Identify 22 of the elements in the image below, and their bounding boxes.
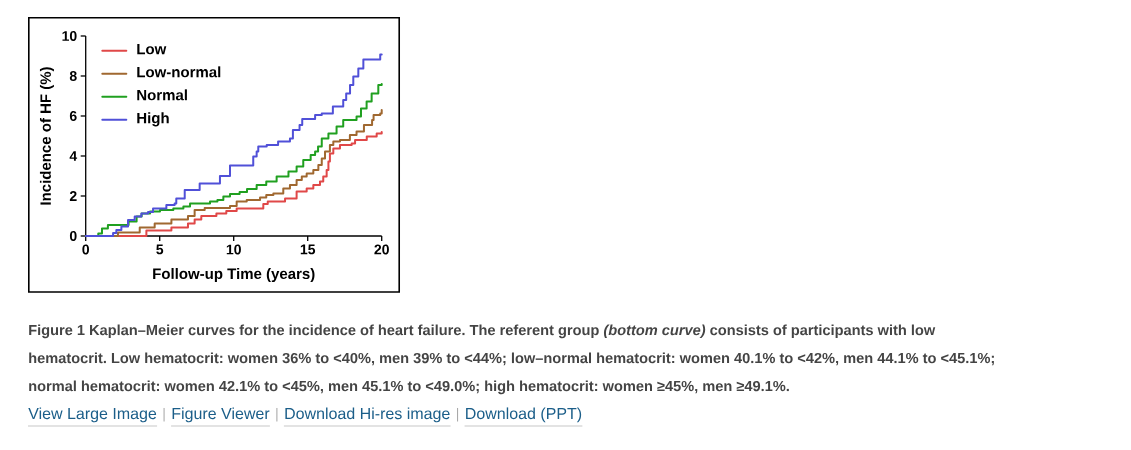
x-tick-label: 15 xyxy=(300,244,316,255)
y-axis-title: Incidence of HF (%) xyxy=(39,67,54,205)
legend-label: Normal xyxy=(137,89,187,101)
text: Figure Viewer xyxy=(172,407,270,423)
x-tick-label: 10 xyxy=(226,244,241,255)
y-tick-label: 4 xyxy=(69,151,78,161)
legend-label: High xyxy=(137,112,169,127)
y-tick-label: 0 xyxy=(69,231,77,241)
legend-label: Low xyxy=(137,43,167,55)
y-tick-label: 8 xyxy=(69,71,77,81)
text: Figure 1 Kaplan–Meier curves for the incidence of heart failure. The referent group (bottom curve) consists of participants with low hematocrit. Low hematocrit: women 36% to <40%, men 39% to <44%; low–normal hematocrit: women 40.1% to <42%, men 44.1% to <45.1%; normal hematocrit: women 42.1% to <45%, men 45.1% to <49.0%; high hematocrit: women ≥45%, men ≥49.1%. xyxy=(29,324,994,395)
x-tick-label: 0 xyxy=(82,244,90,255)
x-tick-label: 5 xyxy=(156,244,164,255)
y-tick-label: 10 xyxy=(62,31,77,41)
y-tick-label: 2 xyxy=(69,191,77,201)
text: View Large Image xyxy=(28,407,157,423)
text: Download Hi-res image xyxy=(285,407,450,423)
x-tick-label: 20 xyxy=(374,244,389,255)
x-axis-title: Follow-up Time (years) xyxy=(153,268,315,282)
legend-label: Low-normal xyxy=(137,66,221,78)
text: Download (PPT) xyxy=(466,407,582,423)
y-tick-label: 6 xyxy=(69,111,77,121)
